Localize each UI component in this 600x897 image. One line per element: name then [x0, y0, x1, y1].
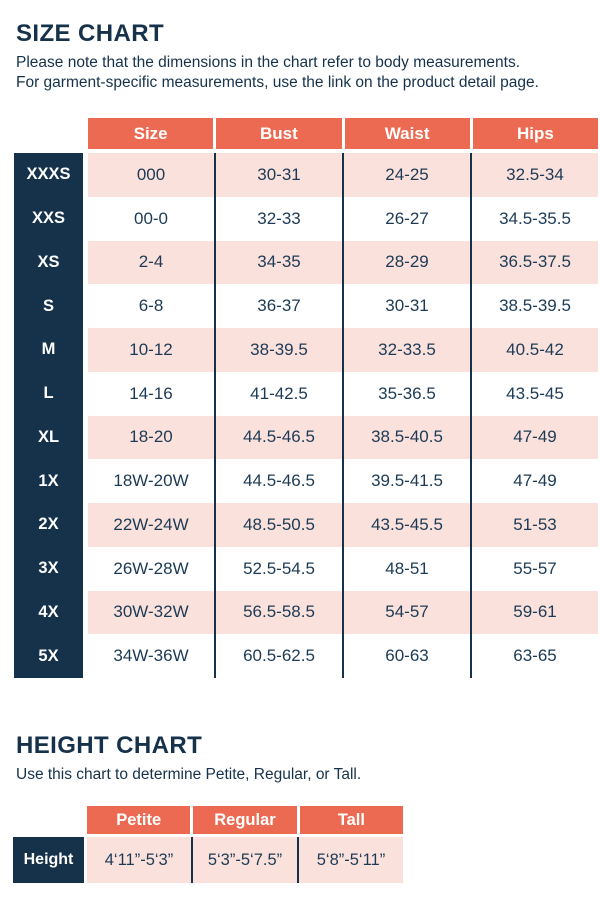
size-cell: 18W-20W: [88, 459, 214, 503]
header-spacer: [14, 118, 88, 149]
bust-cell: 44.5-46.5: [214, 459, 342, 503]
column-header-hips: Hips: [469, 118, 598, 149]
bust-cell: 56.5-58.5: [214, 590, 342, 635]
size-chart-note-line1: Please note that the dimensions in the c…: [16, 54, 521, 71]
bust-cell: 30-31: [214, 153, 342, 197]
size-row-label: 3X: [14, 546, 83, 591]
petite-height-cell: 4‘11”-5‘3”: [87, 837, 191, 883]
size-row-label: 2X: [14, 503, 83, 547]
waist-cell: 28-29: [342, 240, 470, 285]
hips-cell: 36.5-37.5: [470, 240, 598, 285]
table-row: M 10-12 38-39.5 32-33.5 40.5-42: [14, 328, 598, 372]
waist-cell: 60-63: [342, 634, 470, 678]
table-row: 4X 30W-32W 56.5-58.5 54-57 59-61: [14, 590, 598, 635]
hips-cell: 63-65: [470, 634, 598, 678]
size-row-label: XL: [14, 415, 83, 460]
size-row-label: M: [14, 328, 83, 372]
waist-cell: 26-27: [342, 196, 470, 241]
size-cell: 2-4: [88, 240, 214, 285]
size-cell: 000: [88, 153, 214, 197]
size-row-label: 4X: [14, 590, 83, 635]
column-header-bust: Bust: [213, 118, 342, 149]
table-row: 1X 18W-20W 44.5-46.5 39.5-41.5 47-49: [14, 459, 598, 503]
size-cell: 22W-24W: [88, 503, 214, 547]
bust-cell: 41-42.5: [214, 371, 342, 416]
bust-cell: 34-35: [214, 240, 342, 285]
height-row-label: Height: [13, 837, 84, 883]
hips-cell: 43.5-45: [470, 371, 598, 416]
hips-cell: 55-57: [470, 546, 598, 591]
waist-cell: 38.5-40.5: [342, 415, 470, 460]
size-table: Size Bust Waist Hips XXXS 000 30-31 24-2…: [14, 118, 598, 678]
size-row-label: 5X: [14, 634, 83, 678]
table-row: L 14-16 41-42.5 35-36.5 43.5-45: [14, 371, 598, 416]
size-cell: 34W-36W: [88, 634, 214, 678]
regular-height-cell: 5‘3”-5‘7.5”: [191, 837, 297, 883]
size-row-label: XXXS: [14, 153, 83, 197]
size-cell: 26W-28W: [88, 546, 214, 591]
table-row: 3X 26W-28W 52.5-54.5 48-51 55-57: [14, 546, 598, 591]
hips-cell: 34.5-35.5: [470, 196, 598, 241]
size-cell: 00-0: [88, 196, 214, 241]
bust-cell: 36-37: [214, 284, 342, 328]
height-chart-title: HEIGHT CHART: [16, 732, 203, 759]
size-chart-note-line2: For garment-specific measurements, use t…: [16, 74, 539, 91]
hips-cell: 47-49: [470, 459, 598, 503]
size-table-header-row: Size Bust Waist Hips: [14, 118, 598, 149]
size-row-label: L: [14, 371, 83, 416]
hips-cell: 51-53: [470, 503, 598, 547]
hips-cell: 38.5-39.5: [470, 284, 598, 328]
bust-cell: 48.5-50.5: [214, 503, 342, 547]
bust-cell: 60.5-62.5: [214, 634, 342, 678]
size-cell: 18-20: [88, 415, 214, 460]
hips-cell: 32.5-34: [470, 153, 598, 197]
height-chart-note: Use this chart to determine Petite, Regu…: [16, 766, 362, 783]
table-row: XS 2-4 34-35 28-29 36.5-37.5: [14, 240, 598, 285]
tall-height-cell: 5‘8”-5‘11”: [297, 837, 403, 883]
column-header-petite: Petite: [87, 806, 191, 834]
waist-cell: 48-51: [342, 546, 470, 591]
size-chart-title: SIZE CHART: [16, 20, 164, 47]
hips-cell: 40.5-42: [470, 328, 598, 372]
size-cell: 10-12: [88, 328, 214, 372]
table-row: XXS 00-0 32-33 26-27 34.5-35.5: [14, 196, 598, 241]
size-row-label: XS: [14, 240, 83, 285]
waist-cell: 35-36.5: [342, 371, 470, 416]
size-row-label: 1X: [14, 459, 83, 503]
size-cell: 30W-32W: [88, 590, 214, 635]
hips-cell: 47-49: [470, 415, 598, 460]
column-header-size: Size: [88, 118, 214, 149]
column-header-regular: Regular: [190, 806, 297, 834]
bust-cell: 44.5-46.5: [214, 415, 342, 460]
table-row: 2X 22W-24W 48.5-50.5 43.5-45.5 51-53: [14, 503, 598, 547]
waist-cell: 39.5-41.5: [342, 459, 470, 503]
waist-cell: 24-25: [342, 153, 470, 197]
size-row-label: S: [14, 284, 83, 328]
table-row: S 6-8 36-37 30-31 38.5-39.5: [14, 284, 598, 328]
waist-cell: 30-31: [342, 284, 470, 328]
waist-cell: 43.5-45.5: [342, 503, 470, 547]
table-row: 5X 34W-36W 60.5-62.5 60-63 63-65: [14, 634, 598, 678]
height-row-values: 4‘11”-5‘3” 5‘3”-5‘7.5” 5‘8”-5‘11”: [87, 837, 403, 883]
bust-cell: 38-39.5: [214, 328, 342, 372]
column-header-waist: Waist: [341, 118, 470, 149]
size-chart-note: Please note that the dimensions in the c…: [16, 53, 600, 93]
waist-cell: 54-57: [342, 590, 470, 635]
table-row: XL 18-20 44.5-46.5 38.5-40.5 47-49: [14, 415, 598, 460]
height-table-row: Height 4‘11”-5‘3” 5‘3”-5‘7.5” 5‘8”-5‘11”: [13, 837, 600, 883]
bust-cell: 52.5-54.5: [214, 546, 342, 591]
bust-cell: 32-33: [214, 196, 342, 241]
waist-cell: 32-33.5: [342, 328, 470, 372]
height-table: Petite Regular Tall Height 4‘11”-5‘3” 5‘…: [13, 806, 600, 883]
height-table-header-row: Petite Regular Tall: [87, 806, 403, 834]
hips-cell: 59-61: [470, 590, 598, 635]
size-row-label: XXS: [14, 196, 83, 241]
size-cell: 6-8: [88, 284, 214, 328]
table-row: XXXS 000 30-31 24-25 32.5-34: [14, 153, 598, 197]
column-header-tall: Tall: [296, 806, 403, 834]
size-cell: 14-16: [88, 371, 214, 416]
